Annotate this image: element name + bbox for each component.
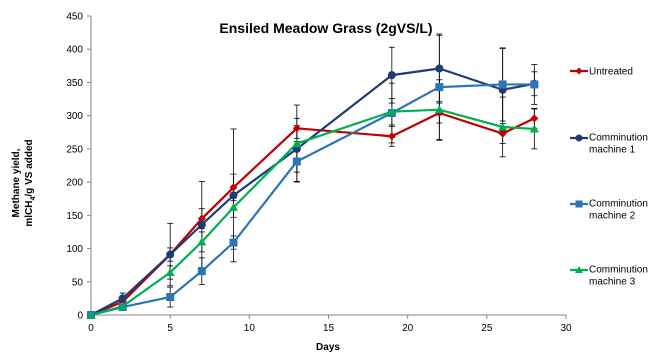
legend-label: Comminution — [589, 265, 648, 276]
legend-label: Untreated — [589, 67, 633, 78]
chart-title: Ensiled Meadow Grass (2gVS/L) — [219, 20, 432, 36]
series-2-point — [118, 294, 127, 303]
series-3-point — [166, 293, 175, 302]
series-3-point — [530, 80, 539, 89]
legend-label: Comminution — [589, 133, 648, 144]
series-1-point — [387, 132, 396, 141]
series-4-point — [387, 107, 397, 116]
y-axis-title: Methane yield, mlCH4/g VS added — [11, 139, 37, 226]
series-1-point — [530, 114, 539, 123]
legend-swatch-marker — [575, 67, 583, 75]
legend-label: Comminution — [589, 199, 648, 210]
y-tick-label: 350 — [66, 78, 83, 89]
legend-swatch-marker — [575, 200, 583, 208]
legend-label: machine 3 — [589, 277, 636, 288]
series-1-point — [229, 183, 238, 192]
series-4-point — [434, 105, 444, 114]
y-tick-label: 100 — [66, 244, 83, 255]
series-2-point — [435, 64, 444, 73]
legend-label: machine 2 — [589, 211, 636, 222]
x-tick-label: 20 — [402, 323, 414, 334]
x-tick-label: 15 — [323, 323, 335, 334]
y-tick-label: 50 — [72, 277, 84, 288]
series-3-point — [435, 83, 444, 92]
y-axis-title-line1: Methane yield, — [11, 148, 22, 217]
legend-label: machine 1 — [589, 145, 636, 156]
x-tick-label: 25 — [481, 323, 493, 334]
axes: 0 50 100 150 200 250 300 350 400 450 0 5 10 15 20 25 30 — [66, 12, 572, 335]
y-tick-label: 400 — [66, 45, 83, 56]
y-tick-label: 0 — [77, 311, 83, 322]
legend-swatch-marker — [575, 266, 583, 273]
series-1-point — [498, 129, 507, 138]
y-tick-label: 200 — [66, 178, 83, 189]
series-3-line — [90, 83, 535, 317]
series-2-point — [387, 71, 396, 80]
x-tick-label: 10 — [244, 323, 256, 334]
x-axis-title: Days — [316, 342, 340, 353]
series-3-point — [498, 80, 507, 89]
series-4-point — [229, 202, 238, 211]
series-3-point — [292, 157, 301, 166]
series-1-point — [292, 124, 301, 133]
series-lines — [90, 67, 535, 317]
series-2-point — [229, 191, 238, 200]
x-tick-label: 0 — [88, 323, 94, 334]
y-axis-title-subscript: 4 — [30, 197, 37, 201]
series-2-point — [197, 220, 206, 229]
series-4-point — [292, 139, 302, 148]
y-axis-title-unit-post: /g VS added — [24, 139, 35, 196]
series-2-point — [166, 250, 175, 259]
error-bars — [119, 33, 538, 311]
series-markers — [86, 64, 539, 319]
series-4-point — [529, 124, 539, 133]
y-tick-label: 150 — [66, 211, 83, 222]
series-4-point — [498, 122, 508, 131]
series-4-line — [90, 108, 535, 317]
series-4-point — [197, 237, 207, 246]
y-axis-title-line2: mlCH4/g VS added — [24, 139, 37, 226]
y-tick-label: 250 — [66, 144, 83, 155]
series-4-point — [86, 310, 96, 319]
x-tick-label: 5 — [167, 323, 173, 334]
series-4-point — [118, 301, 128, 310]
series-1-point — [197, 214, 206, 223]
y-tick-label: 450 — [66, 12, 83, 23]
series-3-point — [229, 238, 238, 247]
series-2-line — [90, 67, 535, 316]
x-tick-label: 30 — [560, 323, 572, 334]
y-axis-title-unit-pre: mlCH — [24, 201, 35, 227]
legend-swatch-marker — [575, 134, 583, 142]
y-tick-label: 300 — [66, 111, 83, 122]
series-1-line — [90, 111, 535, 317]
series-4-point — [165, 267, 175, 276]
series-3-point — [197, 267, 206, 276]
